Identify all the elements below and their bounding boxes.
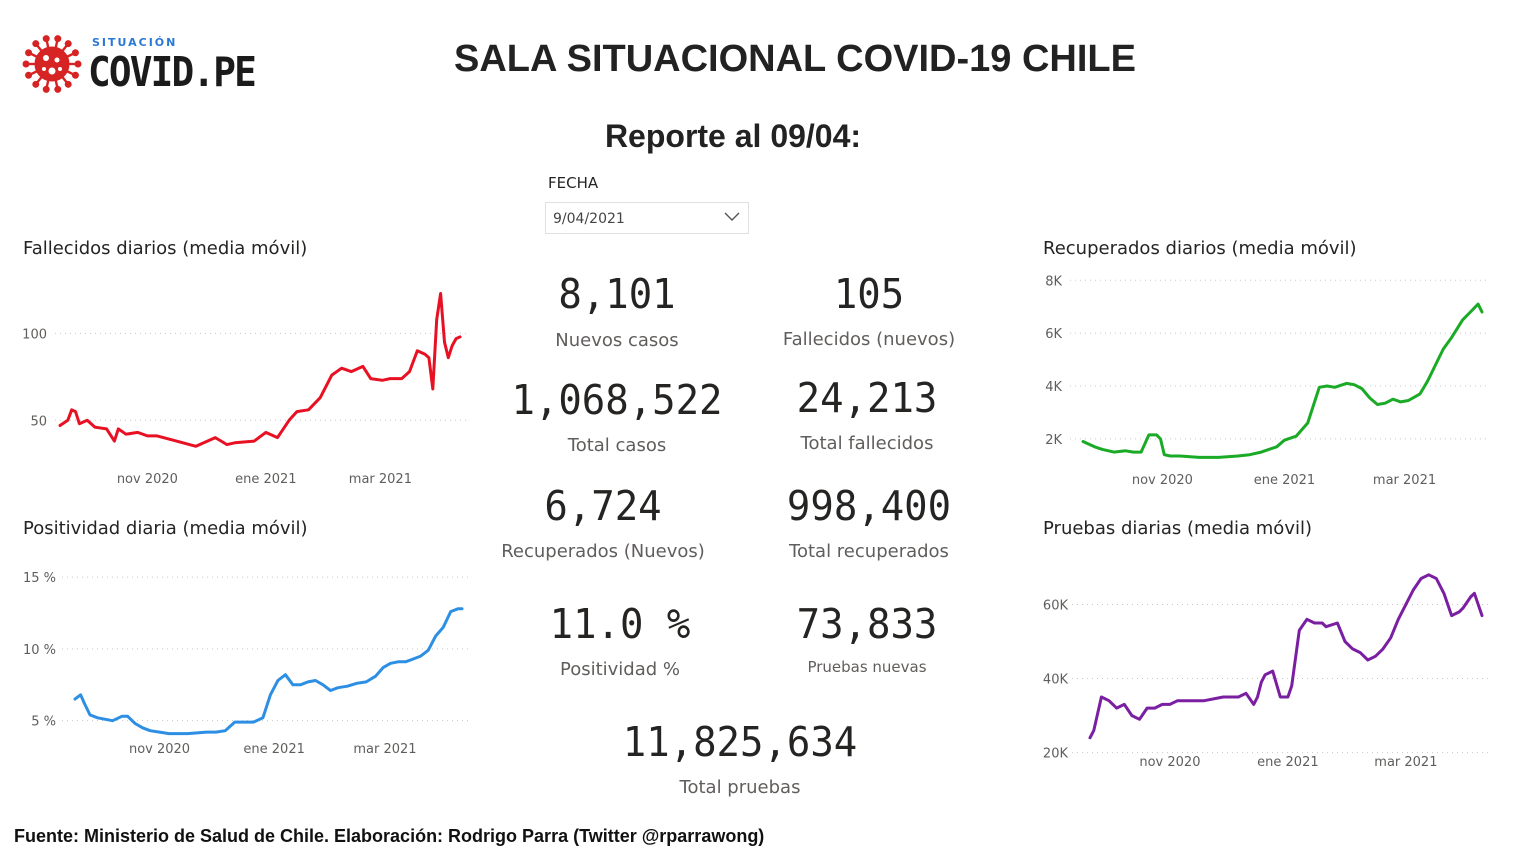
chart-fallecidos: 50 100 nov 2020 ene 2021 mar 2021 — [22, 292, 470, 487]
pruebas-x-tick-label: ene 2021 — [1257, 755, 1318, 770]
chart-positividad: 5 % 10 % 15 % nov 2020 ene 2021 mar 2021 — [23, 571, 470, 757]
kpi-total-fallecidos-label: Total fallecidos — [800, 433, 934, 454]
date-filter-label: FECHA — [548, 174, 599, 192]
kpi-recuperados-nuevos-value: 6,724 — [544, 482, 662, 530]
positividad-y-tick-label: 15 % — [23, 571, 56, 586]
report-date-subtitle: Reporte al 09/04: — [604, 118, 862, 154]
chart-title-fallecidos: Fallecidos diarios (media móvil) — [23, 238, 308, 259]
recuperados-y-tick-label: 8K — [1045, 274, 1062, 289]
positividad-x-tick-label: mar 2021 — [353, 742, 416, 757]
fallecidos-x-tick-label: nov 2020 — [117, 472, 178, 487]
chart-title-recuperados: Recuperados diarios (media móvil) — [1043, 238, 1357, 259]
chart-pruebas: 20K 40K 60K nov 2020 ene 2021 mar 2021 — [1043, 573, 1490, 770]
kpi-total-fallecidos-value: 24,213 — [796, 374, 938, 422]
recuperados-x-tick-label: nov 2020 — [1132, 473, 1193, 488]
recuperados-y-tick-label: 6K — [1045, 327, 1062, 342]
kpi-fallecidos-nuevos-label: Fallecidos (nuevos) — [782, 329, 956, 350]
kpi-recuperados-nuevos-label: Recuperados (Nuevos) — [501, 541, 705, 562]
kpi-positividad-label: Positividad % — [559, 659, 681, 680]
kpi-total-recuperados-value: 998,400 — [786, 482, 952, 530]
pruebas-y-tick-label: 60K — [1043, 598, 1069, 613]
chart-title-pruebas: Pruebas diarias (media móvil) — [1043, 518, 1312, 539]
recuperados-series-line — [1081, 302, 1484, 459]
positividad-series-line — [73, 607, 464, 736]
logo: SITUACIÓN COVID.PE — [22, 24, 262, 104]
chart-recuperados: 2K 4K 6K 8K nov 2020 ene 2021 mar 2021 — [1045, 274, 1490, 488]
kpi-pruebas-nuevas-label: Pruebas nuevas — [807, 658, 927, 676]
source-footer: Fuente: Ministerio de Salud de Chile. El… — [14, 826, 765, 846]
kpi-total-casos-label: Total casos — [567, 435, 667, 456]
chevron-down-icon — [724, 212, 740, 221]
date-filter-dropdown[interactable]: 9/04/2021 — [545, 202, 749, 234]
fallecidos-x-tick-label: mar 2021 — [349, 472, 412, 487]
pruebas-x-tick-label: nov 2020 — [1139, 755, 1200, 770]
recuperados-x-tick-label: ene 2021 — [1254, 473, 1315, 488]
kpi-pruebas-nuevas-value: 73,833 — [796, 600, 938, 648]
positividad-y-tick-label: 5 % — [31, 715, 56, 730]
date-filter-value: 9/04/2021 — [553, 211, 625, 227]
page-title: SALA SITUACIONAL COVID-19 CHILE — [454, 38, 1136, 80]
logo-small-text: SITUACIÓN — [92, 36, 178, 49]
chart-title-positividad: Positividad diaria (media móvil) — [23, 518, 308, 539]
pruebas-x-tick-label: mar 2021 — [1374, 755, 1437, 770]
kpi-positividad-value: 11.0 % — [549, 600, 691, 648]
kpi-total-casos-value: 1,068,522 — [511, 376, 723, 424]
kpi-total-recuperados-label: Total recuperados — [789, 541, 949, 562]
recuperados-x-tick-label: mar 2021 — [1373, 473, 1436, 488]
logo-big-text: COVID.PE — [88, 48, 257, 96]
fallecidos-y-tick-label: 50 — [30, 414, 47, 429]
pruebas-series-line — [1088, 573, 1484, 740]
kpi-fallecidos-nuevos-value: 105 — [833, 270, 905, 318]
kpi-nuevos-casos-value: 8,101 — [558, 270, 676, 318]
recuperados-y-tick-label: 2K — [1045, 433, 1062, 448]
kpi-nuevos-casos-label: Nuevos casos — [555, 330, 679, 351]
fallecidos-x-tick-label: ene 2021 — [235, 472, 296, 487]
kpi-total-pruebas-label: Total pruebas — [679, 777, 801, 798]
fallecidos-series-line — [58, 292, 462, 448]
pruebas-y-tick-label: 20K — [1043, 747, 1069, 762]
kpi-total-pruebas-value: 11,825,634 — [622, 718, 858, 766]
virus-icon — [22, 35, 82, 93]
positividad-x-tick-label: nov 2020 — [129, 742, 190, 757]
pruebas-y-tick-label: 40K — [1043, 673, 1069, 688]
positividad-x-tick-label: ene 2021 — [243, 742, 304, 757]
fallecidos-y-tick-label: 100 — [22, 327, 47, 342]
recuperados-y-tick-label: 4K — [1045, 380, 1062, 395]
positividad-y-tick-label: 10 % — [23, 643, 56, 658]
